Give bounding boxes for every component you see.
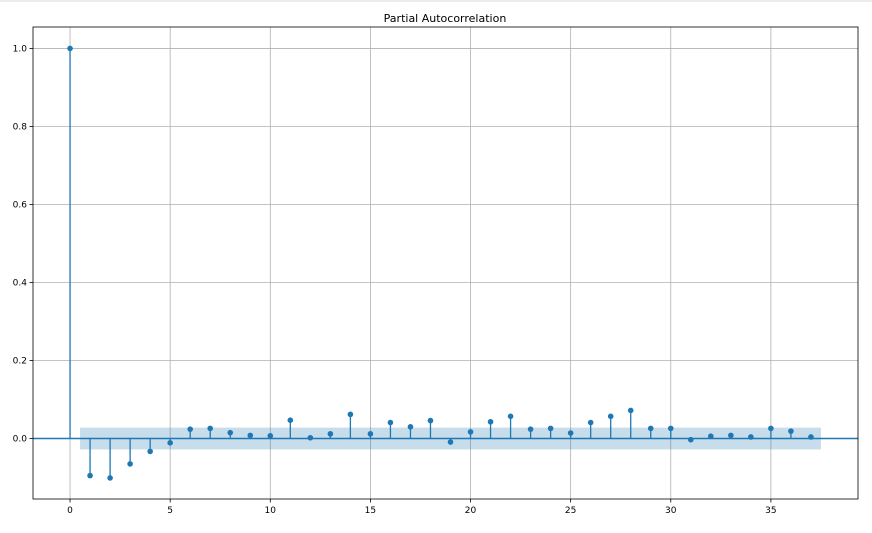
y-tick-layer: 0.0 0.2 0.4 0.6 0.8 1.0 <box>13 44 33 445</box>
y-tick-label: 0.4 <box>13 279 28 289</box>
stem-marker <box>587 419 594 426</box>
x-tick-layer: 0 5 10 15 20 25 30 35 <box>67 499 777 516</box>
stem-marker <box>187 426 193 432</box>
chart-title: Partial Autocorrelation <box>384 12 507 25</box>
stem-marker <box>327 431 334 437</box>
stem-marker <box>267 433 274 439</box>
stem-marker <box>127 461 133 467</box>
stem-marker <box>67 45 73 52</box>
stem-marker <box>748 434 754 440</box>
stem-marker <box>728 432 734 439</box>
x-tick-label: 30 <box>665 506 677 516</box>
stem-marker <box>788 428 794 434</box>
stem-marker <box>287 417 294 424</box>
stem-layer <box>67 45 814 481</box>
stem-marker <box>768 425 774 432</box>
stem-marker <box>547 425 554 432</box>
stem-marker <box>467 429 474 435</box>
stem-marker <box>427 417 434 424</box>
stem-marker <box>567 430 574 436</box>
x-tick-label: 15 <box>365 506 376 516</box>
y-tick-label: 0.2 <box>13 357 27 367</box>
stem-marker <box>667 425 674 432</box>
x-tick-label: 35 <box>765 506 776 516</box>
x-tick-label: 25 <box>565 506 576 516</box>
stem-marker <box>107 475 113 481</box>
top-border <box>0 0 872 2</box>
stem-marker <box>487 418 494 425</box>
stem-marker <box>387 419 394 426</box>
y-tick-label: 1.0 <box>13 44 28 54</box>
stem-marker <box>607 413 614 420</box>
stem-marker <box>627 407 634 414</box>
plot-frame <box>32 26 859 500</box>
grid-layer <box>33 27 858 499</box>
stem-marker <box>367 431 374 437</box>
stem-marker <box>447 439 454 445</box>
stem-marker <box>808 434 814 440</box>
stem-marker <box>407 424 414 430</box>
stem-marker <box>147 448 153 455</box>
x-tick-label: 10 <box>265 506 277 516</box>
stem-marker <box>247 432 254 439</box>
stem-marker <box>687 436 694 443</box>
x-tick-label: 5 <box>167 506 173 516</box>
stem-marker <box>647 425 654 432</box>
y-tick-label: 0.6 <box>13 200 28 210</box>
x-tick-label: 0 <box>67 506 73 516</box>
stem-marker <box>87 472 93 479</box>
stem-marker <box>307 434 314 441</box>
stem-marker <box>708 433 714 439</box>
x-tick-label: 20 <box>465 506 477 516</box>
stem-marker <box>207 425 214 432</box>
stem-marker <box>227 429 234 436</box>
y-tick-label: 0.0 <box>13 435 28 445</box>
stem-marker <box>167 440 173 446</box>
stem-marker <box>507 413 514 420</box>
stem-marker <box>527 426 534 432</box>
y-tick-label: 0.8 <box>13 122 28 132</box>
stem-marker <box>347 411 354 418</box>
